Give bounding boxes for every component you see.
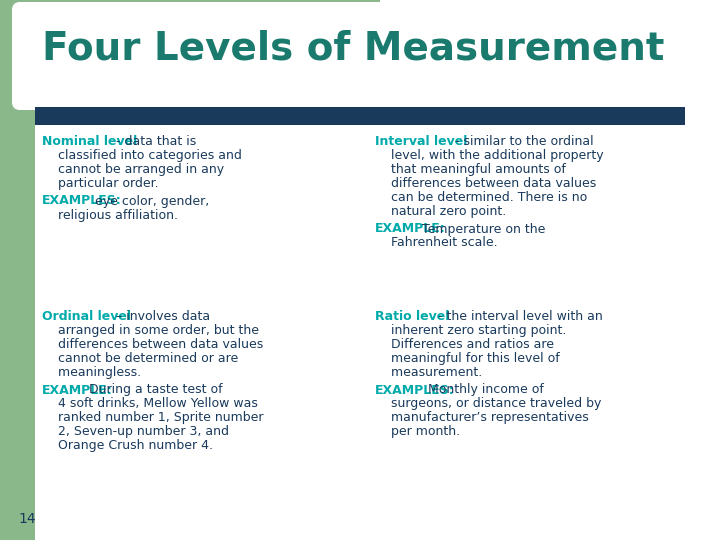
Text: EXAMPLE:: EXAMPLE: <box>42 383 113 396</box>
Text: 2, Seven-up number 3, and: 2, Seven-up number 3, and <box>42 426 229 438</box>
Text: can be determined. There is no: can be determined. There is no <box>375 191 588 204</box>
Text: EXAMPLE:: EXAMPLE: <box>375 222 446 235</box>
Text: Differences and ratios are: Differences and ratios are <box>375 338 554 351</box>
Text: surgeons, or distance traveled by: surgeons, or distance traveled by <box>375 397 601 410</box>
Text: Nominal level: Nominal level <box>42 135 138 148</box>
Text: measurement.: measurement. <box>375 366 482 379</box>
Text: - similar to the ordinal: - similar to the ordinal <box>451 135 593 148</box>
Text: differences between data values: differences between data values <box>42 338 264 351</box>
Text: inherent zero starting point.: inherent zero starting point. <box>375 324 567 337</box>
Text: 14: 14 <box>18 512 35 526</box>
Text: Ordinal level: Ordinal level <box>42 310 131 323</box>
Text: Temperature on the: Temperature on the <box>418 222 546 235</box>
Text: natural zero point.: natural zero point. <box>375 205 506 218</box>
Text: During a taste test of: During a taste test of <box>85 383 222 396</box>
Text: differences between data values: differences between data values <box>375 177 596 190</box>
Bar <box>35 107 685 125</box>
Text: particular order.: particular order. <box>42 177 158 190</box>
Text: level, with the additional property: level, with the additional property <box>375 149 603 162</box>
Text: Interval level: Interval level <box>375 135 467 148</box>
Text: eye color, gender,: eye color, gender, <box>91 194 209 207</box>
FancyBboxPatch shape <box>12 2 713 110</box>
Text: EXAMPLES:: EXAMPLES: <box>375 383 455 396</box>
Text: 4 soft drinks, Mellow Yellow was: 4 soft drinks, Mellow Yellow was <box>42 397 258 410</box>
Text: Four Levels of Measurement: Four Levels of Measurement <box>42 29 665 67</box>
Text: meaningless.: meaningless. <box>42 366 141 379</box>
Text: ranked number 1, Sprite number: ranked number 1, Sprite number <box>42 411 264 424</box>
Text: Monthly income of: Monthly income of <box>423 383 544 396</box>
Text: Ratio level: Ratio level <box>375 310 449 323</box>
Text: manufacturer’s representatives: manufacturer’s representatives <box>375 411 589 424</box>
Text: meaningful for this level of: meaningful for this level of <box>375 352 559 365</box>
Text: religious affiliation.: religious affiliation. <box>42 208 178 221</box>
Text: - data that is: - data that is <box>112 135 197 148</box>
Text: Fahrenheit scale.: Fahrenheit scale. <box>375 237 498 249</box>
Text: – involves data: – involves data <box>112 310 210 323</box>
Text: cannot be arranged in any: cannot be arranged in any <box>42 163 224 176</box>
Text: EXAMPLES:: EXAMPLES: <box>42 194 122 207</box>
Text: Orange Crush number 4.: Orange Crush number 4. <box>42 440 213 453</box>
Text: that meaningful amounts of: that meaningful amounts of <box>375 163 566 176</box>
Bar <box>0 0 35 540</box>
Bar <box>0 0 380 110</box>
Text: cannot be determined or are: cannot be determined or are <box>42 352 238 365</box>
Text: per month.: per month. <box>375 426 460 438</box>
Text: arranged in some order, but the: arranged in some order, but the <box>42 324 259 337</box>
Text: - the interval level with an: - the interval level with an <box>434 310 603 323</box>
Text: classified into categories and: classified into categories and <box>42 149 242 162</box>
